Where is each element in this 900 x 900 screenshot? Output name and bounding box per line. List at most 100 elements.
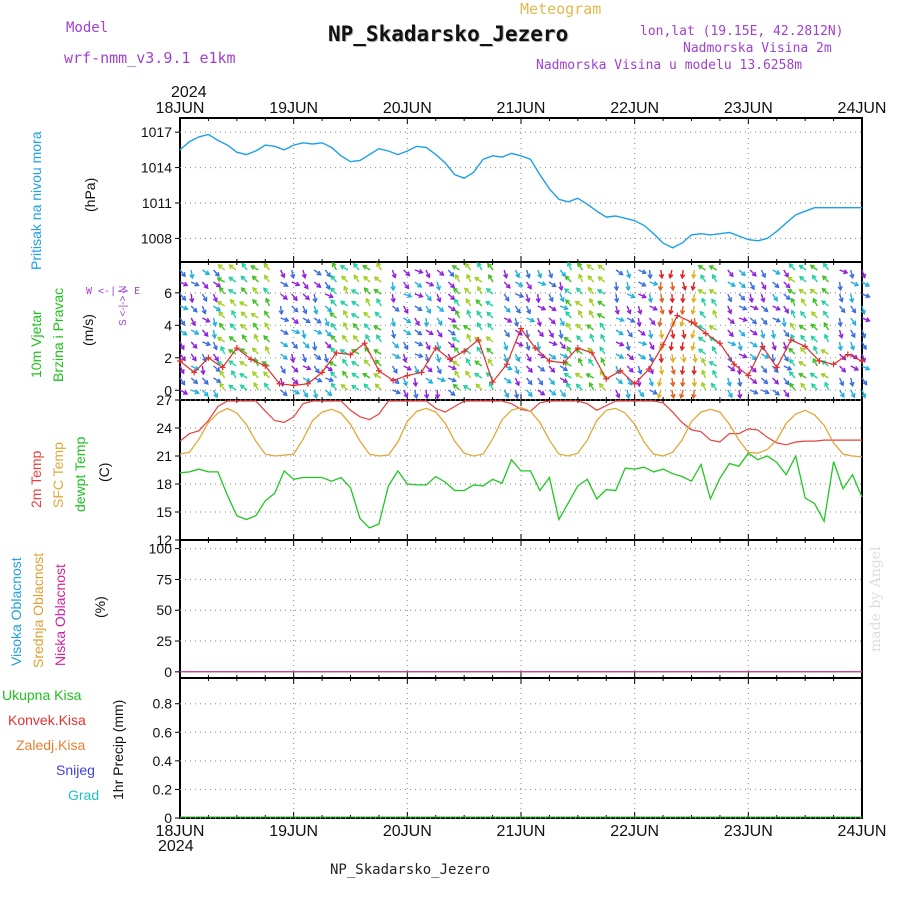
wind-arrow-head [588,309,594,316]
wind-arrow-head [564,299,570,305]
x-date-label-bottom: 19JUN [269,823,318,840]
wind-speed-marker [603,375,610,382]
x-date-label-top: 19JUN [269,100,318,117]
wind-arrow-head [216,282,222,288]
wind-arrow-head [403,393,409,399]
wind-speed-marker [716,340,723,347]
wind-arrow-head [518,282,524,287]
wind-arrow-head [862,380,868,386]
precip-unit: 1hr Precip (mm) [110,699,126,800]
wind-arrow-head [452,287,458,293]
wind-arrow-head [566,345,572,352]
wind-arrow-head [182,390,189,395]
wind-arrow-head [641,281,647,287]
wind-arrow-head [648,369,654,375]
wind-arrow-head [789,382,795,388]
wind-arrow-head [330,322,336,328]
wind-arrow-head [280,273,286,279]
wind-arrow-head [515,381,520,387]
wind-arrow-head [340,383,346,389]
wind-arrow-head [727,297,733,303]
wind-arrow-head [218,311,224,317]
wind-arrow-head [799,275,805,281]
wind-arrow-head [669,298,675,304]
wind-arrow-head [790,309,796,315]
wind-arrow-head [252,322,258,328]
wind-arrow-head [376,298,381,304]
wind-arrow-head [205,341,212,347]
wind-arrow-head [774,379,780,385]
wind-speed-marker [859,358,865,365]
x-date-label-top: 23JUN [724,100,773,117]
wind-arrow-head [179,369,185,375]
temp-sfc-line [179,406,863,458]
cloud-label-low: Niska Oblacnost [52,564,68,666]
wind-arrow-head [415,320,420,327]
wind-arrow-head [727,392,733,399]
wind-arrow-head [474,372,480,378]
wind-arrow-head [218,286,224,292]
cloud-unit: (%) [92,596,108,618]
temp-label-sfc: SFC Temp [50,442,66,508]
wind-arrow-head [527,391,533,398]
wind-speed-marker [674,312,681,319]
wind-arrow-head [810,311,816,317]
wind-arrow-head [837,286,843,292]
wind-arrow-head [535,298,541,304]
wind-arrow-head [619,341,625,347]
wind-arrow-head [850,333,856,339]
wind-arrow-head [261,361,267,366]
wind-arrow-head [670,381,676,388]
wind-arrow-head [588,381,594,388]
wind-arrow-head [229,323,235,329]
wind-arrow-head [450,306,457,312]
y-tick-label: 18 [156,476,172,492]
wind-arrow-head [587,347,593,353]
wind-arrow-head [636,321,642,328]
wind-arrow-head [647,297,654,304]
wind-speed-marker [830,361,837,368]
wind-arrow-head [214,271,220,278]
wind-arrow-head [653,281,659,287]
wind-arrow-head [505,307,511,313]
wind-arrow-head [822,310,828,316]
wind-arrow-head [406,365,413,371]
wind-arrow-head [219,382,225,388]
wind-arrow-head [630,317,636,323]
wind-arrow-head [329,312,335,318]
wind-arrow-head [647,274,653,280]
wind-arrow-head [800,346,805,353]
wind-arrow-head [227,349,233,354]
wind-speed-marker [361,340,368,347]
wind-arrow-head [330,299,336,305]
wind-arrow-head [264,322,270,328]
wind-arrow-head [742,317,748,323]
wind-arrow-head [278,310,284,316]
wind-arrow-head [290,273,296,280]
wind-arrow-head [841,367,847,373]
wind-arrow-head [328,377,335,383]
wind-arrow-head [252,298,258,305]
wind-arrow-head [753,305,759,311]
wind-arrow-head [541,281,547,287]
wind-arrow-head [764,389,770,395]
wind-arrow-head [214,356,219,362]
wind-arrow-head [326,272,331,278]
wind-arrow-head [203,391,209,397]
wind-arrow-head [798,288,804,294]
wind-arrow-head [597,264,603,270]
wind-arrow-head [390,286,396,292]
wind-arrow-head [452,383,458,389]
temp-label-2m: 2m Temp [28,450,44,508]
wind-arrow-head [418,269,424,275]
wind-speed-marker [787,336,794,343]
wind-arrow-head [253,381,259,388]
wind-arrow-head [824,333,829,339]
chart-subtitle: Meteogram [520,0,602,18]
wind-arrow-head [838,297,844,303]
wind-arrow-head [440,377,446,383]
wind-arrow-head [613,286,620,292]
wind-arrow-head [550,367,556,373]
wind-arrow-head [762,319,768,326]
wind-arrow-head [488,274,493,280]
